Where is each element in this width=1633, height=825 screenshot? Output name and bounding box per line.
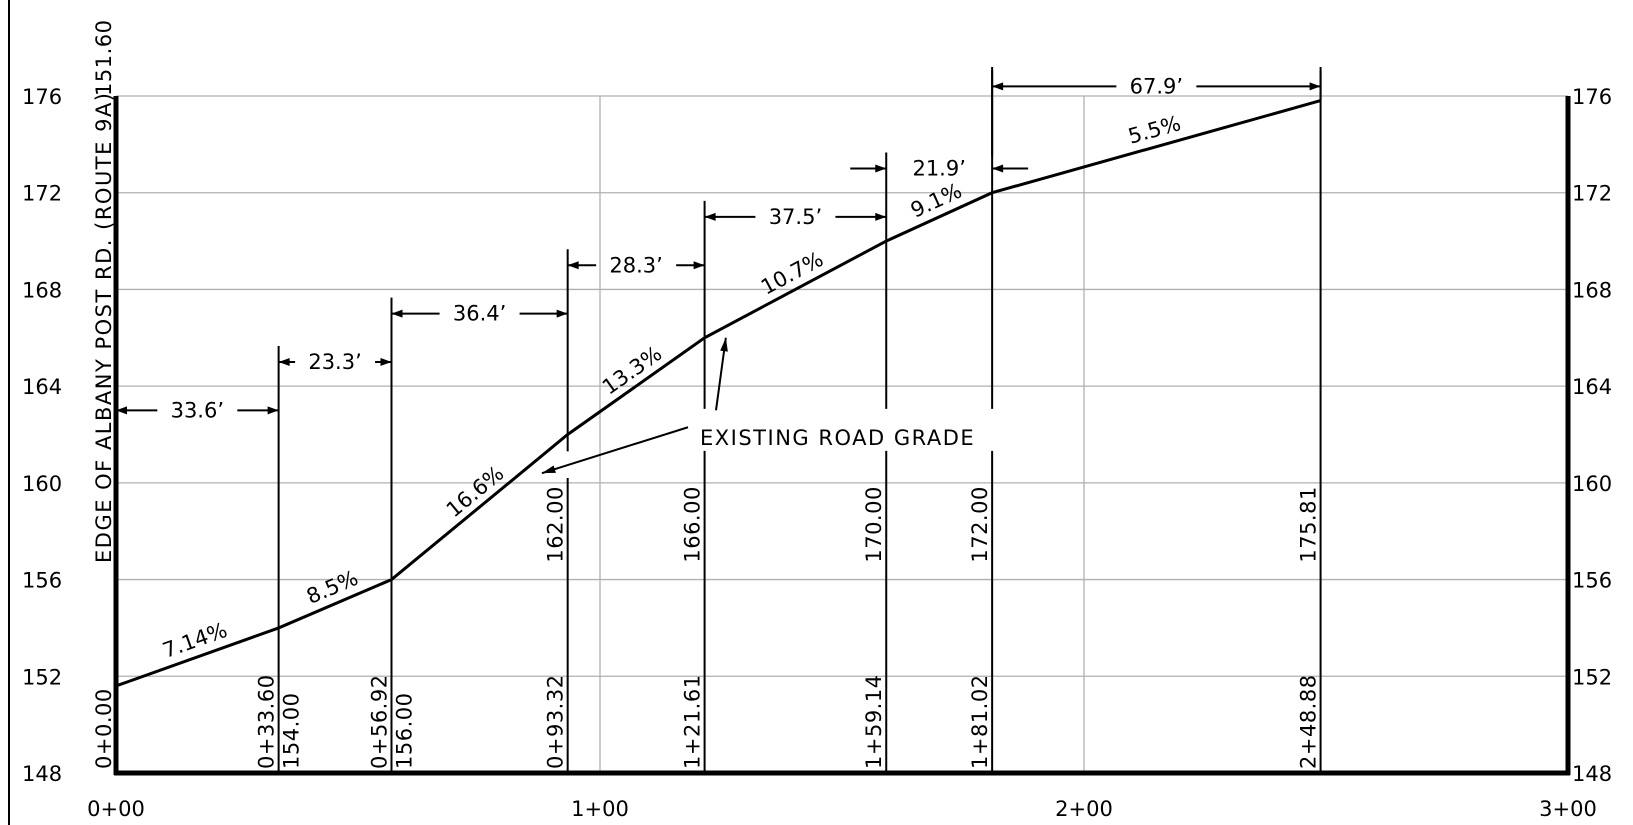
dimension-label: 36.4’: [453, 302, 506, 326]
annotation-layer: EDGE OF ALBANY POST RD. (ROUTE 9A) EXIST…: [92, 91, 975, 563]
dimension-arrow: [567, 261, 579, 270]
station-label: 0+93.32: [544, 674, 568, 769]
dimension-arrow: [116, 406, 127, 415]
dimension-arrow: [992, 82, 1004, 91]
station-label: 1+59.14: [862, 674, 886, 769]
x-tick-label: 2+00: [1055, 797, 1113, 821]
x-tick-label: 3+00: [1539, 797, 1597, 821]
y-tick-label-right: 148: [1572, 762, 1612, 786]
station-label: 0+33.60: [255, 674, 279, 769]
dimension-label: 28.3’: [609, 253, 662, 277]
x-axis-labels: 0+00 1+00 2+00 3+00: [87, 797, 1597, 821]
y-tick-label-right: 176: [1572, 85, 1612, 109]
y-tick-label-left: 172: [22, 182, 62, 206]
station-label: 1+81.02: [968, 674, 992, 769]
dimension-label: 37.5’: [769, 205, 822, 229]
station-label: 0+56.92: [367, 674, 391, 769]
y-tick-label-left: 168: [22, 278, 62, 302]
station-lines: 0+0.00 151.60 0+33.60 154.00 0+56.92 156.00 0+…: [92, 20, 1322, 773]
dimension-label: 23.3’: [308, 350, 361, 374]
dimension-arrow: [556, 309, 568, 318]
dimension-arrow: [875, 212, 887, 221]
x-tick-label: 0+00: [87, 797, 145, 821]
dimension-arrow: [992, 164, 1004, 173]
x-tick-label: 1+00: [571, 797, 629, 821]
y-tick-label-right: 156: [1572, 569, 1612, 593]
dimension-arrow: [391, 309, 403, 318]
chart-frame: [113, 96, 1571, 776]
vertical-edge-label: EDGE OF ALBANY POST RD. (ROUTE 9A): [92, 91, 116, 563]
elevation-label: 154.00: [280, 693, 304, 769]
road-grade-line: [115, 99, 1321, 688]
dimension-label: 21.9’: [912, 157, 965, 181]
dimension-arrow: [267, 406, 279, 415]
station-label: 0+0.00: [92, 688, 116, 769]
y-tick-label-left: 152: [22, 665, 62, 689]
elevation-label: 162.00: [544, 486, 568, 562]
elevation-label: 170.00: [862, 486, 886, 562]
y-tick-label-right: 160: [1572, 472, 1612, 496]
road-grade-series: [115, 99, 1321, 688]
dimension-label: 33.6’: [171, 398, 224, 422]
elevation-label: 166.00: [681, 486, 705, 562]
leader-arrow: [720, 337, 728, 352]
slope-label: 9.1%: [907, 179, 966, 223]
elevation-label: 156.00: [392, 693, 416, 769]
y-tick-label-right: 164: [1572, 375, 1612, 399]
dimension-annotations: 33.6’ 23.3’ 36.4’ 28.3’ 37.5’ 21.9’ 67.9’: [116, 66, 1322, 422]
dimension-arrow: [380, 357, 392, 366]
y-tick-label-left: 176: [22, 85, 62, 109]
elevation-label: 172.00: [968, 486, 992, 562]
dimension-arrow: [875, 164, 887, 173]
leader-line: [541, 426, 689, 475]
elevation-label: 175.81: [1297, 486, 1321, 562]
dimension-arrow: [693, 261, 705, 270]
y-tick-label-right: 172: [1572, 182, 1612, 206]
y-tick-label-left: 160: [22, 472, 62, 496]
existing-road-grade-note: EXISTING ROAD GRADE: [700, 426, 975, 450]
dimension-arrow: [278, 357, 290, 366]
dimension-arrow: [704, 212, 716, 221]
elevation-label: 151.60: [92, 20, 116, 96]
leader-arrow: [541, 465, 556, 474]
y-tick-label-left: 156: [22, 569, 62, 593]
station-label: 2+48.88: [1297, 674, 1321, 769]
y-axis-labels: 148 148 152 152 156 156 160 160 164 164 168 168 172 1…: [22, 85, 1612, 786]
slope-label: 7.14%: [160, 618, 231, 663]
y-tick-label-right: 168: [1572, 278, 1612, 302]
y-tick-label-left: 164: [22, 375, 62, 399]
y-tick-label-left: 148: [22, 762, 62, 786]
dimension-label: 67.9’: [1130, 74, 1183, 98]
slope-label: 8.5%: [303, 566, 361, 609]
station-label: 1+21.61: [681, 674, 705, 769]
y-tick-label-right: 152: [1572, 665, 1612, 689]
dimension-arrow: [1309, 82, 1321, 91]
